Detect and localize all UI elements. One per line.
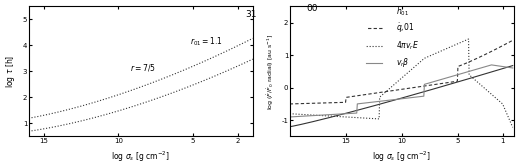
Text: $\dot{q}$,01: $\dot{q}$,01 bbox=[396, 21, 414, 35]
Text: 31: 31 bbox=[246, 10, 257, 19]
X-axis label: log $\sigma_s$ [g cm$^{-2}$]: log $\sigma_s$ [g cm$^{-2}$] bbox=[372, 149, 431, 164]
Y-axis label: log $\tau$ [h]: log $\tau$ [h] bbox=[4, 55, 17, 88]
Y-axis label: log ($\dot{F}/\dot{F}_0$ radial) [au s$^{-1}$]: log ($\dot{F}/\dot{F}_0$ radial) [au s$^… bbox=[265, 33, 276, 110]
Text: $h_{01}$: $h_{01}$ bbox=[396, 5, 409, 18]
Text: $4\pi v_r E$: $4\pi v_r E$ bbox=[396, 40, 420, 52]
X-axis label: log $\sigma_s$ [g cm$^{-2}$]: log $\sigma_s$ [g cm$^{-2}$] bbox=[111, 149, 170, 164]
Text: $v_r \beta$: $v_r \beta$ bbox=[396, 56, 410, 69]
Text: $r = 7/5$: $r = 7/5$ bbox=[130, 62, 156, 73]
Text: 00: 00 bbox=[307, 4, 318, 13]
Text: $r_{01} = 1.1$: $r_{01} = 1.1$ bbox=[190, 35, 223, 48]
